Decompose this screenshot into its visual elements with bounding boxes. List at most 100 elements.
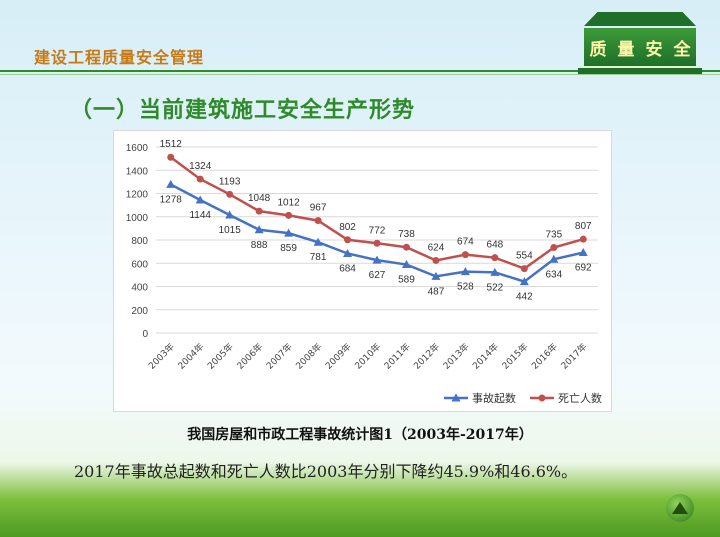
badge-roof — [584, 12, 696, 26]
badge-char-2: 量 — [617, 39, 635, 60]
legend-label: 事故起数 — [472, 391, 516, 405]
data-point — [314, 217, 322, 225]
data-point — [460, 267, 470, 276]
x-tick-label: 2005年 — [205, 341, 236, 372]
data-label: 634 — [545, 269, 562, 280]
data-label: 528 — [457, 282, 474, 293]
data-point — [372, 255, 382, 264]
data-label: 487 — [428, 286, 445, 297]
data-label: 522 — [487, 282, 504, 293]
data-point — [520, 265, 528, 273]
quality-safety-badge: 质 量 安 全 — [584, 28, 696, 69]
data-point — [313, 237, 323, 246]
data-point — [432, 256, 440, 264]
up-triangle-icon[interactable] — [666, 494, 694, 522]
data-label: 781 — [310, 252, 327, 263]
data-label: 627 — [369, 270, 386, 281]
data-point — [579, 235, 587, 243]
header-title: 建设工程质量安全管理 — [34, 48, 205, 67]
data-point — [431, 271, 441, 280]
y-tick-label: 200 — [131, 306, 148, 317]
badge-char-4: 全 — [673, 39, 691, 60]
data-label: 738 — [398, 229, 415, 240]
header-divider — [0, 70, 720, 72]
legend-marker — [538, 394, 546, 402]
data-point — [344, 236, 352, 244]
data-label: 674 — [457, 237, 474, 248]
data-point — [195, 195, 205, 204]
legend-marker — [451, 393, 461, 402]
x-tick-label: 2009年 — [323, 341, 354, 372]
data-label: 1048 — [248, 193, 271, 204]
data-point — [373, 239, 381, 247]
data-point — [402, 243, 410, 251]
data-label: 648 — [487, 240, 504, 251]
data-point — [196, 175, 204, 183]
data-point — [550, 244, 558, 252]
data-label: 442 — [516, 292, 533, 303]
y-tick-label: 400 — [131, 283, 148, 294]
data-point — [343, 248, 353, 257]
data-label: 1144 — [189, 210, 211, 221]
data-label: 772 — [369, 225, 386, 236]
y-tick-label: 800 — [131, 236, 148, 247]
y-tick-label: 600 — [131, 259, 148, 270]
data-point — [226, 190, 234, 198]
data-label: 1193 — [219, 176, 241, 187]
x-tick-label: 2014年 — [470, 341, 501, 372]
data-point — [519, 277, 529, 286]
data-point — [167, 153, 175, 161]
y-tick-label: 1400 — [126, 166, 149, 177]
data-label: 1512 — [160, 139, 183, 150]
badge-char-3: 安 — [645, 39, 663, 60]
data-label: 967 — [310, 203, 327, 214]
x-tick-label: 2008年 — [293, 341, 324, 372]
data-label: 554 — [516, 251, 533, 262]
data-point — [166, 179, 176, 188]
data-point — [578, 248, 588, 257]
x-tick-label: 2003年 — [146, 341, 177, 372]
x-tick-label: 2013年 — [440, 341, 471, 372]
x-tick-label: 2010年 — [352, 341, 383, 372]
data-label: 802 — [339, 222, 356, 233]
legend-label: 死亡人数 — [558, 391, 602, 405]
summary-text: 2017年事故总起数和死亡人数比2003年分别下降约45.9%和46.6%。 — [74, 462, 578, 481]
x-tick-label: 2015年 — [499, 341, 530, 372]
x-tick-label: 2007年 — [264, 341, 295, 372]
x-tick-label: 2017年 — [558, 341, 589, 372]
y-tick-label: 1200 — [126, 190, 149, 201]
x-tick-label: 2006年 — [234, 341, 265, 372]
data-label: 1278 — [160, 194, 183, 205]
data-label: 1324 — [189, 161, 212, 172]
data-point — [401, 260, 411, 269]
y-tick-label: 0 — [142, 329, 148, 340]
x-tick-label: 2016年 — [529, 341, 560, 372]
data-point — [461, 251, 469, 259]
data-point — [254, 225, 264, 234]
badge-char-1: 质 — [589, 39, 607, 60]
data-label: 624 — [428, 242, 445, 253]
chart-caption: 我国房屋和市政工程事故统计图1（2003年-2017年） — [187, 427, 533, 443]
data-point — [549, 254, 559, 263]
data-label: 684 — [339, 263, 356, 274]
data-label: 1015 — [219, 225, 242, 236]
y-tick-label: 1000 — [126, 213, 149, 224]
data-label: 807 — [575, 221, 592, 232]
data-label: 1012 — [277, 197, 300, 208]
data-label: 888 — [251, 240, 268, 251]
x-tick-label: 2012年 — [411, 341, 442, 372]
data-label: 859 — [280, 243, 297, 254]
data-point — [491, 254, 499, 262]
y-tick-label: 1600 — [126, 143, 149, 154]
data-point — [284, 228, 294, 237]
data-point — [225, 210, 235, 219]
x-tick-label: 2004年 — [175, 341, 206, 372]
data-label: 692 — [575, 263, 592, 274]
data-label: 735 — [545, 230, 562, 241]
page-heading: （一）当前建筑施工安全生产形势 — [70, 97, 416, 123]
data-point — [490, 267, 500, 276]
data-point — [285, 211, 293, 219]
data-point — [255, 207, 263, 215]
data-label: 589 — [398, 275, 415, 286]
